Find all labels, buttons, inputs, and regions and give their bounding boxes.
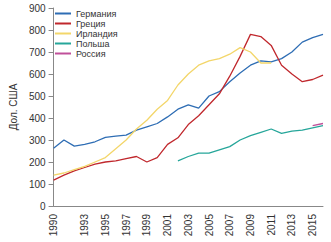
svg-text:Польша: Польша xyxy=(76,39,109,49)
svg-text:2007: 2007 xyxy=(224,214,235,237)
svg-text:Греция: Греция xyxy=(76,19,106,29)
svg-text:2013: 2013 xyxy=(286,214,297,237)
svg-text:200: 200 xyxy=(29,157,46,168)
svg-text:2011: 2011 xyxy=(266,214,277,236)
svg-text:1997: 1997 xyxy=(121,214,132,237)
svg-text:Дол. США: Дол. США xyxy=(8,83,19,130)
svg-text:1999: 1999 xyxy=(141,214,152,237)
svg-text:1990: 1990 xyxy=(48,214,59,237)
svg-text:900: 900 xyxy=(29,3,46,14)
svg-text:Германия: Германия xyxy=(76,9,116,19)
svg-text:Россия: Россия xyxy=(76,49,106,59)
svg-text:1995: 1995 xyxy=(100,214,111,237)
svg-text:800: 800 xyxy=(29,25,46,36)
svg-text:2009: 2009 xyxy=(245,214,256,237)
svg-text:400: 400 xyxy=(29,113,46,124)
svg-text:2005: 2005 xyxy=(204,214,215,237)
svg-text:500: 500 xyxy=(29,91,46,102)
svg-text:0: 0 xyxy=(40,201,46,212)
svg-text:2001: 2001 xyxy=(162,214,173,237)
svg-text:1993: 1993 xyxy=(79,214,90,237)
svg-text:2015: 2015 xyxy=(307,214,318,237)
svg-text:2003: 2003 xyxy=(183,214,194,237)
svg-text:100: 100 xyxy=(29,179,46,190)
svg-text:300: 300 xyxy=(29,135,46,146)
svg-text:Ирландия: Ирландия xyxy=(76,29,118,39)
svg-text:700: 700 xyxy=(29,47,46,58)
svg-text:600: 600 xyxy=(29,69,46,80)
